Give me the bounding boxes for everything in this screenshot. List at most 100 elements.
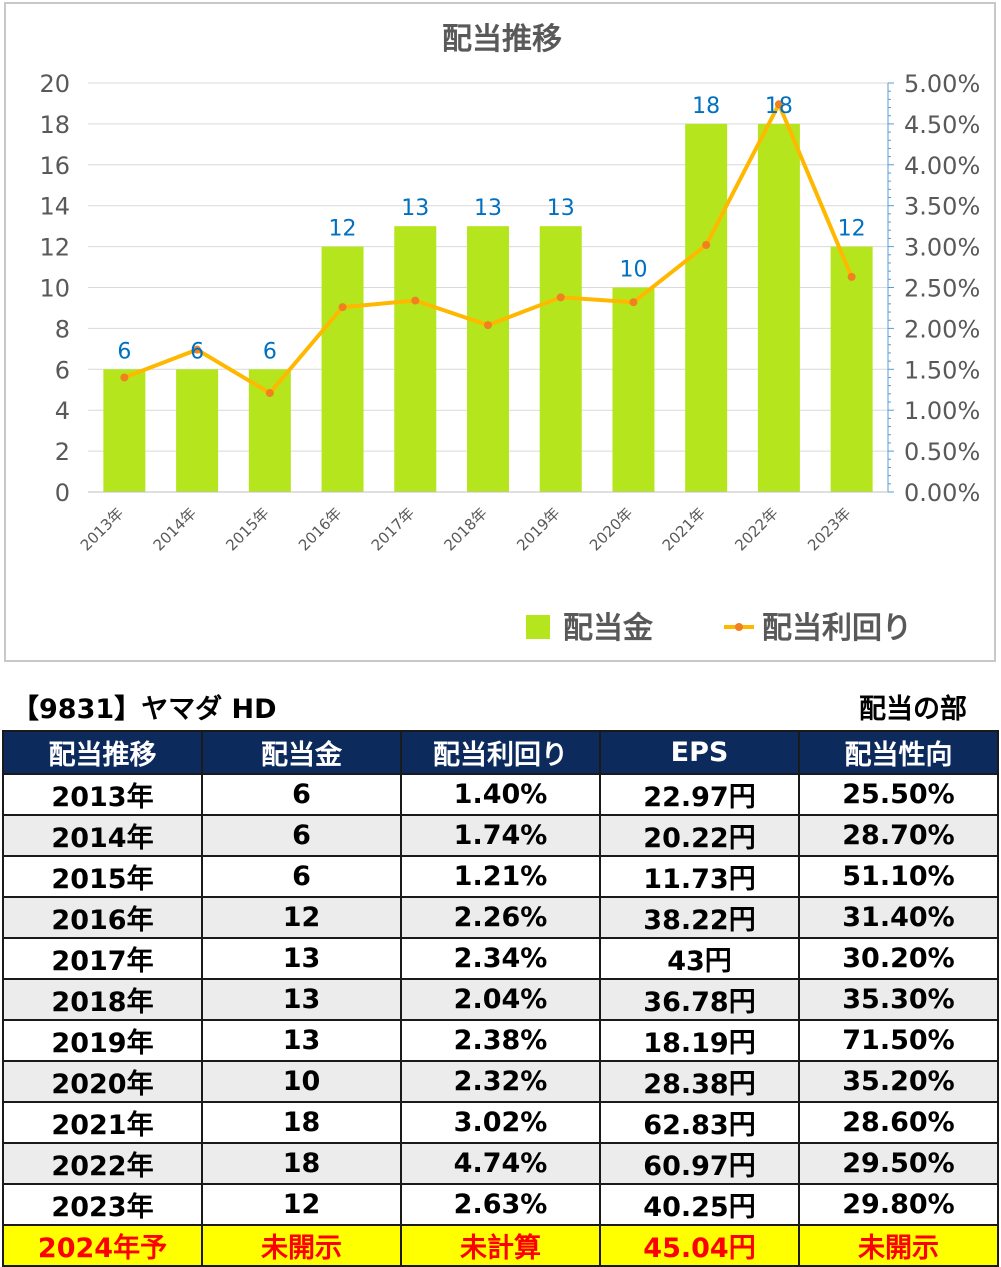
header-year: 配当推移 <box>2 730 203 775</box>
x-tick-label: 2014年 <box>150 504 200 554</box>
y2-tick-label: 5.00% <box>904 70 980 98</box>
cell-yield: 3.02% <box>400 1101 601 1144</box>
bar <box>757 123 800 493</box>
cell-year: 2022年 <box>2 1142 203 1185</box>
table-row: 2019年 13 2.38% 18.19円 71.50% <box>2 1019 999 1062</box>
bar-data-label: 6 <box>190 339 204 364</box>
y-tick-label: 4 <box>55 397 70 425</box>
cell-eps: 20.22円 <box>599 814 800 857</box>
cell-year: 2015年 <box>2 855 203 898</box>
x-tick-label: 2020年 <box>586 504 636 554</box>
bar <box>685 123 728 493</box>
cell-dividend: 18 <box>201 1142 402 1185</box>
y-tick-label: 8 <box>55 315 70 343</box>
yield-point <box>702 240 711 249</box>
y-tick-label: 2 <box>55 438 70 466</box>
y2-tick-label: 1.50% <box>904 356 980 384</box>
x-tick-label: 2016年 <box>295 504 345 554</box>
yield-point <box>774 100 783 109</box>
cell-payout-ratio: 31.40% <box>798 896 999 939</box>
cell-eps: 28.38円 <box>599 1060 800 1103</box>
dividend-table: 配当推移 配当金 配当利回り EPS 配当性向 2013年 6 1.40% 22.97… <box>2 730 999 1267</box>
cell-payout-ratio: 29.50% <box>798 1142 999 1185</box>
y2-tick-label: 2.00% <box>904 315 980 343</box>
bar-data-label: 10 <box>619 258 647 283</box>
y2-tick-label: 1.00% <box>904 397 980 425</box>
table-row: 2017年 13 2.34% 43円 30.20% <box>2 937 999 980</box>
cell-payout-ratio: 71.50% <box>798 1019 999 1062</box>
cell-eps: 62.83円 <box>599 1101 800 1144</box>
table-row: 2021年 18 3.02% 62.83円 28.60% <box>2 1101 999 1144</box>
cell-year: 2018年 <box>2 978 203 1021</box>
cell-yield: 2.34% <box>400 937 601 980</box>
y-tick-label: 14 <box>39 193 70 221</box>
bar-data-label: 13 <box>401 196 429 221</box>
cell-payout-ratio: 29.80% <box>798 1183 999 1226</box>
cell-payout-ratio: 25.50% <box>798 773 999 816</box>
x-tick-label: 2019年 <box>513 504 563 554</box>
table-row: 2014年 6 1.74% 20.22円 28.70% <box>2 814 999 857</box>
cell-yield: 2.26% <box>400 896 601 939</box>
header-dividend: 配当金 <box>201 730 402 775</box>
x-tick-label: 2018年 <box>440 504 490 554</box>
yield-point <box>265 389 274 398</box>
cell-eps: 36.78円 <box>599 978 800 1021</box>
header-yield: 配当利回り <box>400 730 601 775</box>
table-row: 2018年 13 2.04% 36.78円 35.30% <box>2 978 999 1021</box>
cell-dividend: 6 <box>201 773 402 816</box>
yield-point <box>847 272 856 281</box>
cell-payout-ratio: 30.20% <box>798 937 999 980</box>
x-tick-label: 2013年 <box>77 504 127 554</box>
y2-tick-label: 2.50% <box>904 275 980 303</box>
company-caption: 【9831】ヤマダ HD <box>12 694 277 725</box>
cell-dividend: 未開示 <box>201 1224 402 1267</box>
chart-svg: 配当推移 0 2 4 6 8 10 12 14 16 18 20 0.00% 0.50% 1.00% 1.50… <box>39 22 980 646</box>
cell-yield: 1.74% <box>400 814 601 857</box>
table-row: 2013年 6 1.40% 22.97円 25.50% <box>2 773 999 816</box>
y-tick-label: 18 <box>39 111 70 139</box>
legend-bar-label: 配当金 <box>563 611 654 646</box>
bar <box>612 287 655 492</box>
y2-tick-label: 3.50% <box>904 193 980 221</box>
cell-eps: 40.25円 <box>599 1183 800 1226</box>
cell-yield: 1.21% <box>400 855 601 898</box>
legend-line-marker <box>735 623 743 631</box>
y-tick-label: 12 <box>39 234 70 262</box>
cell-eps: 38.22円 <box>599 896 800 939</box>
table-row: 2022年 18 4.74% 60.97円 29.50% <box>2 1142 999 1185</box>
x-tick-label: 2021年 <box>659 504 709 554</box>
header-payout-ratio: 配当性向 <box>798 730 999 775</box>
x-tick-label: 2022年 <box>731 504 781 554</box>
y-tick-label: 6 <box>55 356 70 384</box>
yield-point <box>484 321 492 330</box>
y2-tick-label: 0.00% <box>904 479 980 507</box>
bar-data-label: 12 <box>329 217 357 242</box>
table-row: 2015年 6 1.21% 11.73円 51.10% <box>2 855 999 898</box>
cell-payout-ratio: 35.20% <box>798 1060 999 1103</box>
y-tick-label: 0 <box>55 479 70 507</box>
cell-dividend: 6 <box>201 814 402 857</box>
cell-yield: 2.38% <box>400 1019 601 1062</box>
cell-dividend: 6 <box>201 855 402 898</box>
cell-payout-ratio: 51.10% <box>798 855 999 898</box>
yield-point <box>338 303 347 312</box>
cell-yield: 2.32% <box>400 1060 601 1103</box>
table-body: 2013年 6 1.40% 22.97円 25.50% 2014年 6 1.74% 20.22円… <box>2 773 999 1267</box>
cell-year: 2019年 <box>2 1019 203 1062</box>
table-row-forecast: 2024年予 未開示 未計算 45.04円 未開示 <box>2 1224 999 1267</box>
bar <box>539 226 582 492</box>
section-caption: 配当の部 <box>859 694 967 725</box>
bar <box>176 369 219 492</box>
x-tick-label: 2017年 <box>368 504 418 554</box>
table-row: 2016年 12 2.26% 38.22円 31.40% <box>2 896 999 939</box>
y2-tick-label: 0.50% <box>904 438 980 466</box>
bar-data-label: 13 <box>474 196 502 221</box>
cell-yield: 2.63% <box>400 1183 601 1226</box>
cell-year: 2023年 <box>2 1183 203 1226</box>
table-row: 2023年 12 2.63% 40.25円 29.80% <box>2 1183 999 1226</box>
cell-dividend: 12 <box>201 1183 402 1226</box>
dividend-chart: 配当推移 0 2 4 6 8 10 12 14 16 18 20 0.00% 0.50% 1.00% 1.50… <box>4 2 996 662</box>
table-header-row: 配当推移 配当金 配当利回り EPS 配当性向 <box>2 730 999 775</box>
legend-bar-swatch <box>526 615 550 639</box>
chart-title: 配当推移 <box>442 22 562 57</box>
